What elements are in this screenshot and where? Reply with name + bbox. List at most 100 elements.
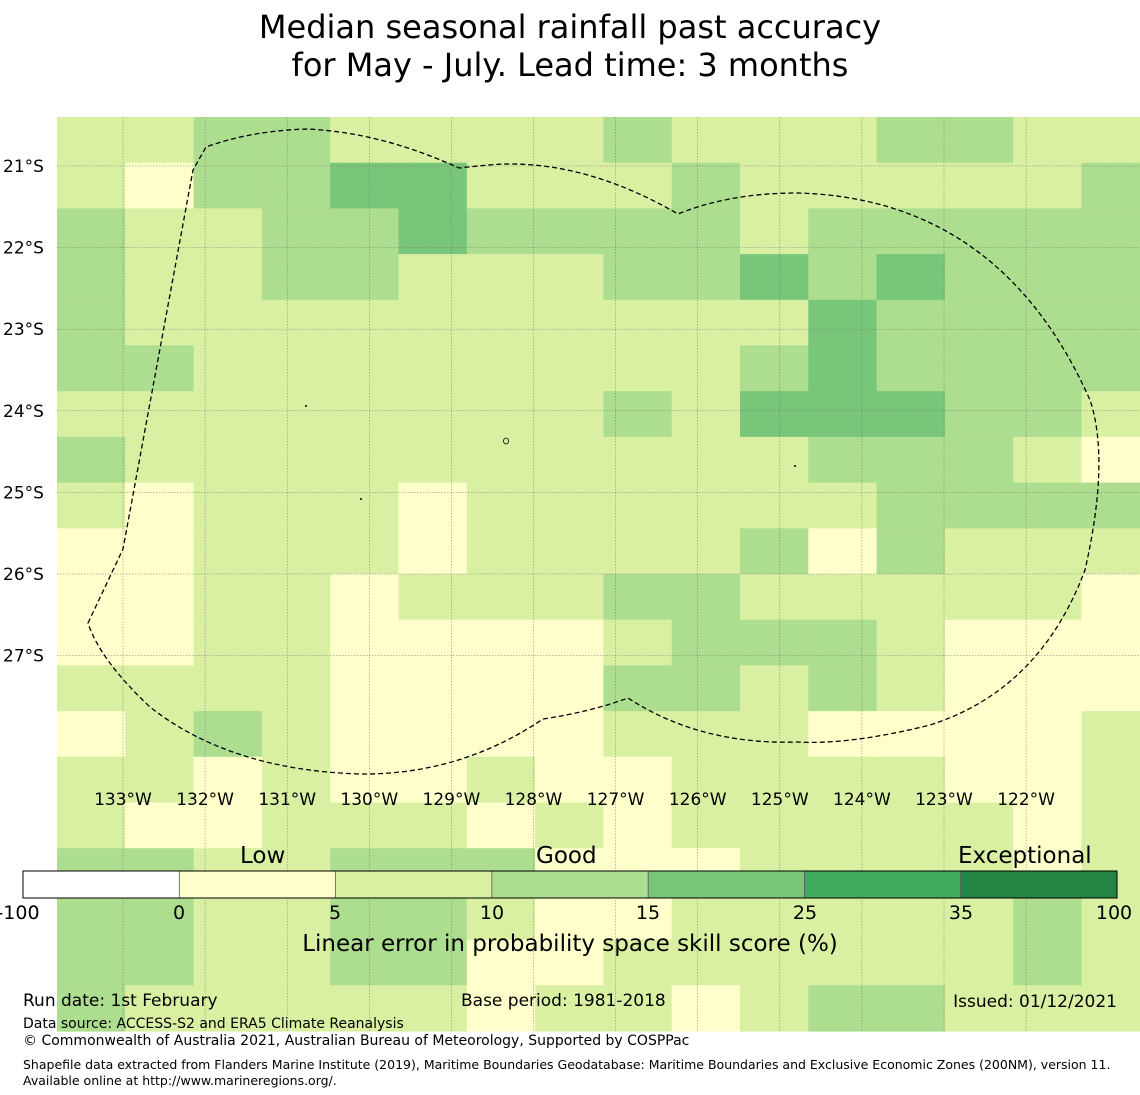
skill-cell [535, 299, 604, 347]
skill-cell [330, 162, 400, 209]
skill-cell [330, 619, 400, 666]
skill-cell [1013, 665, 1083, 712]
skill-cell [671, 893, 741, 941]
skill-cell [1081, 619, 1140, 666]
skill-cell [876, 574, 946, 621]
skill-cell [57, 711, 126, 758]
skill-cell [535, 254, 604, 301]
skill-cell [125, 299, 195, 347]
skill-cell [603, 254, 673, 301]
skill-cell [398, 802, 468, 849]
skill-cell [398, 665, 468, 712]
skill-cell [671, 208, 741, 255]
skill-cell [398, 208, 468, 255]
skill-cell [466, 345, 536, 392]
skill-cell [944, 299, 1014, 347]
skill-cell [603, 436, 673, 484]
island-marker [794, 465, 796, 467]
skill-cell [944, 345, 1014, 392]
skill-cell [398, 985, 468, 1032]
skill-cell [740, 711, 809, 758]
latitude-label: 25°S [3, 483, 44, 503]
skill-cell [193, 574, 263, 621]
skill-cell [603, 985, 673, 1032]
skill-cell [876, 665, 946, 712]
run-date: Run date: 1st February [23, 991, 218, 1011]
skill-cell [671, 939, 741, 986]
skill-cell [671, 162, 741, 209]
skill-cell [330, 482, 400, 529]
skill-cell [740, 939, 809, 986]
skill-cell [466, 665, 536, 712]
skill-cell [944, 482, 1014, 529]
latitude-label: 26°S [3, 565, 44, 585]
skill-cell [535, 162, 604, 209]
skill-cell [944, 574, 1014, 621]
skill-cell [466, 756, 536, 804]
skill-cell [808, 391, 878, 438]
skill-cell [330, 893, 400, 941]
skill-cell [1081, 254, 1140, 301]
skill-cell [57, 985, 126, 1032]
skill-cell [944, 162, 1014, 209]
skill-cell [466, 528, 536, 575]
skill-cell [876, 939, 946, 986]
skill-cell [603, 574, 673, 621]
colorbar-segment [335, 871, 493, 898]
skill-cell [535, 619, 604, 666]
skill-cell [261, 802, 331, 849]
skill-cell [603, 756, 673, 804]
skill-cell [1013, 117, 1083, 164]
skill-cell [193, 711, 263, 758]
skill-cell [466, 162, 536, 209]
skill-cell [808, 528, 878, 575]
skill-cell [261, 756, 331, 804]
skill-cell [398, 436, 468, 484]
skill-cell [808, 893, 878, 941]
island-marker [503, 437, 509, 445]
longitude-label: 130°W [340, 790, 398, 810]
skill-cell [740, 117, 809, 164]
skill-cell [1013, 254, 1083, 301]
skill-cell [740, 436, 809, 484]
colorbar-tick: 0 [172, 902, 186, 924]
colorbar-segment [179, 871, 336, 898]
longitude-label: 123°W [915, 790, 973, 810]
skill-cell [603, 939, 673, 986]
skill-cell [1013, 208, 1083, 255]
skill-cell [1081, 299, 1140, 347]
skill-cell [1013, 939, 1083, 986]
colorbar-segment [23, 871, 180, 898]
skill-cell [944, 711, 1014, 758]
skill-cell [535, 574, 604, 621]
skill-cell [671, 117, 741, 164]
skill-cell [603, 391, 673, 438]
skill-cell [125, 665, 195, 712]
skill-cell [57, 299, 126, 347]
skill-cell [944, 528, 1014, 575]
skill-cell [671, 619, 741, 666]
skill-cell [398, 345, 468, 392]
colorbar-tick: 25 [792, 902, 818, 924]
skill-cell [261, 117, 331, 164]
skill-cell [876, 117, 946, 164]
skill-cell [944, 756, 1014, 804]
skill-cell [261, 299, 331, 347]
longitude-label: 122°W [997, 790, 1055, 810]
skill-cell [808, 985, 878, 1032]
data-source: Data source: ACCESS-S2 and ERA5 Climate … [23, 1016, 404, 1032]
skill-cell [876, 345, 946, 392]
skill-cell [876, 436, 946, 484]
longitude-label: 127°W [587, 790, 645, 810]
skill-cell [261, 665, 331, 712]
skill-cell [671, 345, 741, 392]
skill-cell [740, 345, 809, 392]
skill-cell [808, 117, 878, 164]
skill-cell [1081, 574, 1140, 621]
skill-cell [125, 391, 195, 438]
skill-cell [466, 939, 536, 986]
skill-cell [466, 802, 536, 849]
longitude-label: 133°W [94, 790, 152, 810]
skill-cell [740, 665, 809, 712]
